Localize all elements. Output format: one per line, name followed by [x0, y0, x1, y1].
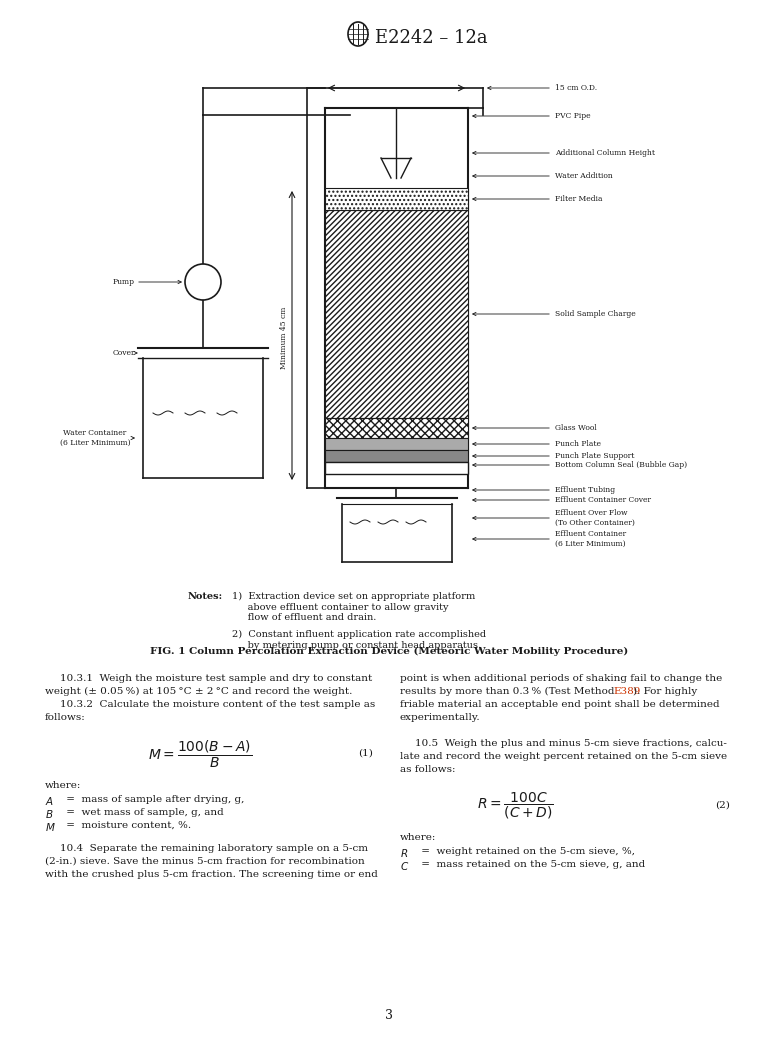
- Text: 15 cm O.D.: 15 cm O.D.: [555, 84, 598, 92]
- Text: $M = \dfrac{100(B - A)}{B}$: $M = \dfrac{100(B - A)}{B}$: [148, 739, 252, 770]
- Text: point is when additional periods of shaking fail to change the: point is when additional periods of shak…: [400, 674, 722, 683]
- Text: late and record the weight percent retained on the 5-cm sieve: late and record the weight percent retai…: [400, 752, 727, 761]
- Text: (1): (1): [358, 750, 373, 758]
- Text: as follows:: as follows:: [400, 765, 455, 775]
- Text: Punch Plate: Punch Plate: [555, 440, 601, 448]
- Text: 10.5  Weigh the plus and minus 5-cm sieve fractions, calcu-: 10.5 Weigh the plus and minus 5-cm sieve…: [415, 739, 727, 748]
- Text: follows:: follows:: [45, 713, 86, 722]
- Text: 2)  Constant influent application rate accomplished
     by metering pump or con: 2) Constant influent application rate ac…: [232, 630, 486, 650]
- Text: Notes:: Notes:: [188, 592, 223, 601]
- Text: Bottom Column Seal (Bubble Gap): Bottom Column Seal (Bubble Gap): [555, 461, 687, 469]
- Text: 10.3.2  Calculate the moisture content of the test sample as: 10.3.2 Calculate the moisture content of…: [60, 700, 375, 709]
- Text: =  mass of sample after drying, g,: = mass of sample after drying, g,: [63, 795, 244, 804]
- Text: Cover: Cover: [113, 349, 135, 357]
- Text: E389: E389: [613, 687, 640, 696]
- Text: $C$: $C$: [400, 860, 409, 872]
- Text: with the crushed plus 5-cm fraction. The screening time or end: with the crushed plus 5-cm fraction. The…: [45, 870, 378, 879]
- Text: E2242 – 12a: E2242 – 12a: [375, 29, 488, 47]
- Text: results by more than 0.3 % (Test Method: results by more than 0.3 % (Test Method: [400, 687, 618, 696]
- Text: 3: 3: [385, 1009, 393, 1022]
- Text: Minimum 45 cm: Minimum 45 cm: [280, 307, 288, 370]
- Text: Filter Media: Filter Media: [555, 195, 602, 203]
- Text: (2): (2): [715, 801, 730, 810]
- Text: Effluent Over Flow
(To Other Container): Effluent Over Flow (To Other Container): [555, 509, 635, 527]
- Text: where:: where:: [45, 781, 82, 790]
- Text: =  moisture content, %.: = moisture content, %.: [63, 821, 191, 830]
- Text: Pump: Pump: [113, 278, 135, 286]
- Text: 10.3.1  Weigh the moisture test sample and dry to constant: 10.3.1 Weigh the moisture test sample an…: [60, 674, 372, 683]
- Bar: [325, 418, 468, 438]
- Text: Effluent Container
(6 Liter Minimum): Effluent Container (6 Liter Minimum): [555, 531, 626, 548]
- Text: Water Addition: Water Addition: [555, 172, 613, 180]
- Bar: [325, 438, 468, 450]
- Text: Effluent Container Cover: Effluent Container Cover: [555, 496, 651, 504]
- Text: experimentally.: experimentally.: [400, 713, 481, 722]
- Text: Additional Column Height: Additional Column Height: [555, 149, 655, 157]
- Text: =  weight retained on the 5-cm sieve, %,: = weight retained on the 5-cm sieve, %,: [418, 847, 635, 856]
- Text: where:: where:: [400, 833, 436, 842]
- Text: Punch Plate Support: Punch Plate Support: [555, 452, 634, 460]
- Bar: [325, 188, 468, 210]
- Text: weight (± 0.05 %) at 105 °C ± 2 °C and record the weight.: weight (± 0.05 %) at 105 °C ± 2 °C and r…: [45, 687, 352, 696]
- Text: 10.4  Separate the remaining laboratory sample on a 5-cm: 10.4 Separate the remaining laboratory s…: [60, 844, 368, 853]
- Text: $B$: $B$: [45, 808, 54, 820]
- Bar: [325, 210, 468, 418]
- Text: $A$: $A$: [45, 795, 54, 807]
- Text: Glass Wool: Glass Wool: [555, 424, 597, 432]
- Text: =  wet mass of sample, g, and: = wet mass of sample, g, and: [63, 808, 224, 817]
- Circle shape: [185, 264, 221, 300]
- Text: $M$: $M$: [45, 821, 56, 833]
- Text: Solid Sample Charge: Solid Sample Charge: [555, 310, 636, 318]
- Text: $R = \dfrac{100C}{(C+D)}$: $R = \dfrac{100C}{(C+D)}$: [477, 791, 553, 821]
- Text: (2-in.) sieve. Save the minus 5-cm fraction for recombination: (2-in.) sieve. Save the minus 5-cm fract…: [45, 857, 365, 866]
- Text: friable material an acceptable end point shall be determined: friable material an acceptable end point…: [400, 700, 720, 709]
- Bar: [325, 462, 468, 474]
- Text: Water Container
(6 Liter Minimum): Water Container (6 Liter Minimum): [60, 429, 130, 447]
- Text: FIG. 1 Column Percolation Extraction Device (Meteoric Water Mobility Procedure): FIG. 1 Column Percolation Extraction Dev…: [150, 648, 628, 656]
- Text: =  mass retained on the 5-cm sieve, g, and: = mass retained on the 5-cm sieve, g, an…: [418, 860, 645, 869]
- Text: Effluent Tubing: Effluent Tubing: [555, 486, 615, 494]
- Text: PVC Pipe: PVC Pipe: [555, 112, 591, 120]
- Text: 1)  Extraction device set on appropriate platform
     above effluent container : 1) Extraction device set on appropriate …: [232, 592, 475, 621]
- Bar: [325, 450, 468, 462]
- Text: $R$: $R$: [400, 847, 408, 859]
- Text: ). For highly: ). For highly: [633, 687, 697, 696]
